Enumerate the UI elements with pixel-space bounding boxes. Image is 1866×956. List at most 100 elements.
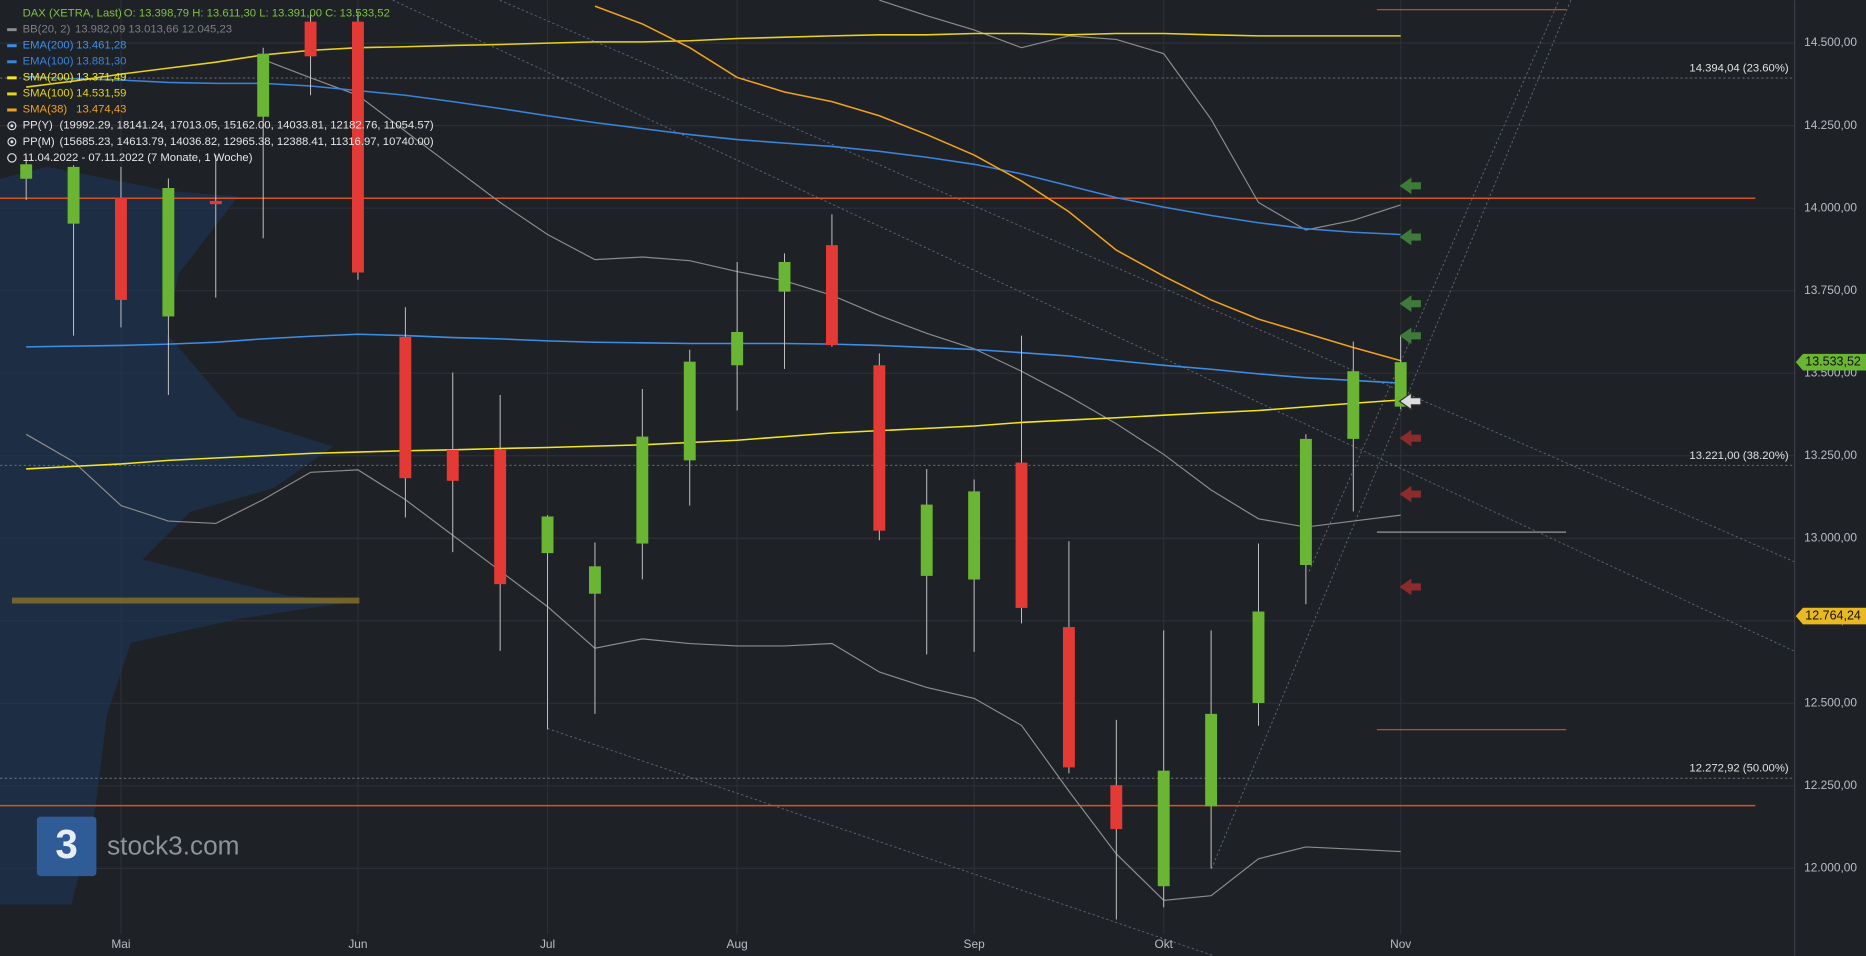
moving-average xyxy=(26,32,1401,88)
watermark-text: stock3.com xyxy=(107,830,239,860)
legend-name: EMA(100) xyxy=(23,55,74,67)
candle-body xyxy=(67,166,80,224)
x-tick-label: Okt xyxy=(1154,937,1173,951)
legend-value: 13.982,09 13.013,66 12.045,23 xyxy=(75,23,232,35)
y-tick-label: 14.000,00 xyxy=(1804,200,1857,214)
y-tick-label: 12.250,00 xyxy=(1804,778,1857,792)
y-tick-label: 13.000,00 xyxy=(1804,530,1857,544)
candle-body xyxy=(825,245,838,346)
x-tick-label: Aug xyxy=(727,937,748,951)
legend-period: 11.04.2022 - 07.11.2022 (7 Monate, 1 Woc… xyxy=(23,152,253,164)
candle-body xyxy=(162,188,175,317)
candle-body xyxy=(541,516,554,554)
price-label-box xyxy=(1795,353,1866,371)
legend-value: 14.531,59 xyxy=(76,88,126,100)
legend-title: DAX (XETRA, Last) xyxy=(23,7,122,19)
trend-lines xyxy=(392,0,1866,956)
x-tick-label: Sep xyxy=(964,937,986,951)
legend-clock xyxy=(7,153,17,163)
y-tick-label: 13.250,00 xyxy=(1804,448,1857,462)
candle-body xyxy=(873,365,886,531)
y-axis-panel xyxy=(1794,0,1866,956)
moving-average xyxy=(26,333,1401,384)
legend-icon xyxy=(7,137,17,147)
candle-body xyxy=(636,436,649,544)
legend-value: (15685.23, 14613.79, 14036.82, 12965.38,… xyxy=(60,136,434,148)
legend-value: 13.371,49 xyxy=(76,72,126,84)
y-tick-label: 13.750,00 xyxy=(1804,283,1857,297)
candle-body xyxy=(209,200,222,205)
volume-profile-poc xyxy=(11,597,360,604)
plot: 14.394,04 (23.60%) 13.221,00 (38.20%) 12.2… xyxy=(0,0,1795,920)
y-axis: 12.000,0012.250,0012.500,0012.750,0013.0… xyxy=(111,35,1866,951)
grid xyxy=(0,0,1795,935)
y-tick-label: 14.500,00 xyxy=(1804,35,1857,49)
price-label: 12.764,24 xyxy=(1805,608,1861,622)
candle-body xyxy=(731,331,744,366)
candle-body xyxy=(683,361,696,461)
legend-value: (19992.29, 18141.24, 17013.05, 15162.00,… xyxy=(60,120,434,132)
candle-body xyxy=(399,336,412,479)
candle-body xyxy=(1299,438,1312,565)
x-tick-label: Nov xyxy=(1390,937,1411,951)
bollinger-lower xyxy=(25,433,1401,901)
candle-body xyxy=(1205,713,1218,807)
legend-name: EMA(200) xyxy=(23,39,74,51)
candle-body xyxy=(20,164,33,179)
legend-name: SMA(200) xyxy=(23,72,74,84)
y-tick-label: 12.000,00 xyxy=(1804,861,1857,875)
legend-name: SMA(100) xyxy=(23,88,74,100)
legend-value: 13.461,28 xyxy=(76,39,126,51)
candle-body xyxy=(446,449,459,481)
candle-body xyxy=(257,53,270,117)
candle-body xyxy=(352,21,364,273)
svg-text:3: 3 xyxy=(55,821,78,867)
legend-swatch xyxy=(7,76,17,80)
price-label: 13.533,52 xyxy=(1805,354,1861,368)
candle-body xyxy=(1015,462,1028,608)
candle-body xyxy=(1252,611,1265,703)
volume-profile xyxy=(0,166,358,905)
candle-body xyxy=(1347,371,1360,439)
x-tick-label: Jul xyxy=(540,937,555,951)
y-tick-label: 14.250,00 xyxy=(1804,118,1857,132)
fib-label: 13.221,00 (38.20%) xyxy=(1689,450,1788,462)
moving-average xyxy=(26,399,1401,470)
fib-label: 14.394,04 (23.60%) xyxy=(1689,63,1788,75)
candle-body xyxy=(1157,770,1170,887)
moving-average xyxy=(26,75,1401,236)
legend-name: SMA(38) xyxy=(23,104,68,116)
candle-body xyxy=(778,261,791,292)
legend-name: BB(20, 2) xyxy=(23,23,71,35)
candle-body xyxy=(968,491,981,580)
legend-icon xyxy=(7,121,17,131)
legend-ohlc: O: 13.398,79 H: 13.611,30 L: 13.391,00 C… xyxy=(124,7,390,19)
legend-swatch xyxy=(7,108,17,112)
legend-value: 13.474,43 xyxy=(76,104,126,116)
candle-body xyxy=(1062,627,1075,768)
bollinger-upper xyxy=(879,0,1401,231)
legend-name: PP(M) xyxy=(23,136,55,148)
signal-arrows xyxy=(1398,177,1422,596)
legend-swatch xyxy=(7,44,17,48)
candle-body xyxy=(1394,362,1407,407)
price-label-box xyxy=(1795,607,1866,625)
legend-icon-dot xyxy=(10,124,14,128)
x-tick-label: Jun xyxy=(348,937,367,951)
candle-body xyxy=(304,21,317,57)
legend-value: 13.881,30 xyxy=(76,55,126,67)
fib-label: 12.272,92 (50.00%) xyxy=(1689,763,1788,775)
legend-swatch xyxy=(7,28,17,32)
candle-body xyxy=(920,504,933,576)
watermark: 3 stock3.com xyxy=(36,816,239,877)
y-tick-label: 12.500,00 xyxy=(1804,695,1857,709)
candle-body xyxy=(1110,785,1123,830)
legend-icon-dot xyxy=(10,140,14,144)
x-tick-label: Mai xyxy=(111,937,130,951)
candle-body xyxy=(494,449,507,585)
candle-body xyxy=(115,197,127,300)
legend-name: PP(Y) xyxy=(23,120,53,132)
legend-swatch xyxy=(7,92,17,96)
